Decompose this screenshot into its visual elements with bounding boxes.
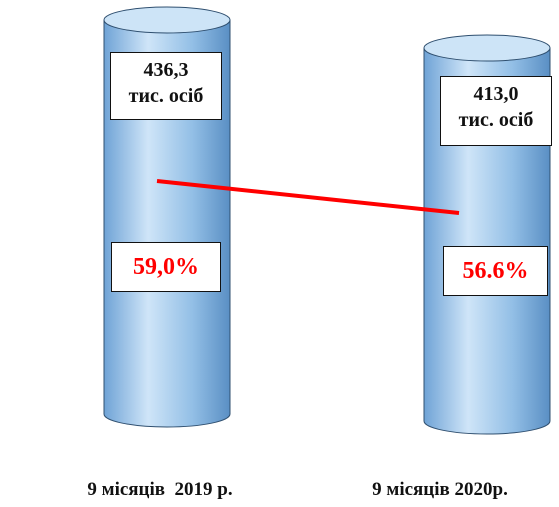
- cylinder-2019-body: [103, 19, 231, 428]
- count-unit-2020: тис. осіб: [458, 109, 534, 131]
- cylinder-2020-top: [423, 34, 551, 62]
- count-value-2019: 436,3: [143, 59, 189, 81]
- category-label-2020: 9 місяців 2020р.: [372, 479, 508, 500]
- trend-line: [156, 179, 460, 215]
- percent-label-2019: 59,0%: [111, 242, 221, 292]
- count-unit-2019: тис. осіб: [128, 85, 204, 107]
- category-label-2019: 9 місяців 2019 р.: [87, 479, 233, 500]
- percent-label-2020: 56.6%: [443, 246, 548, 296]
- cylinder-2019-top: [103, 6, 231, 34]
- count-label-2020: 413,0 тис. осіб: [440, 76, 552, 146]
- cylinder-2019: [103, 6, 231, 428]
- count-label-2019: 436,3 тис. осіб: [110, 52, 222, 120]
- count-value-2020: 413,0: [473, 83, 519, 105]
